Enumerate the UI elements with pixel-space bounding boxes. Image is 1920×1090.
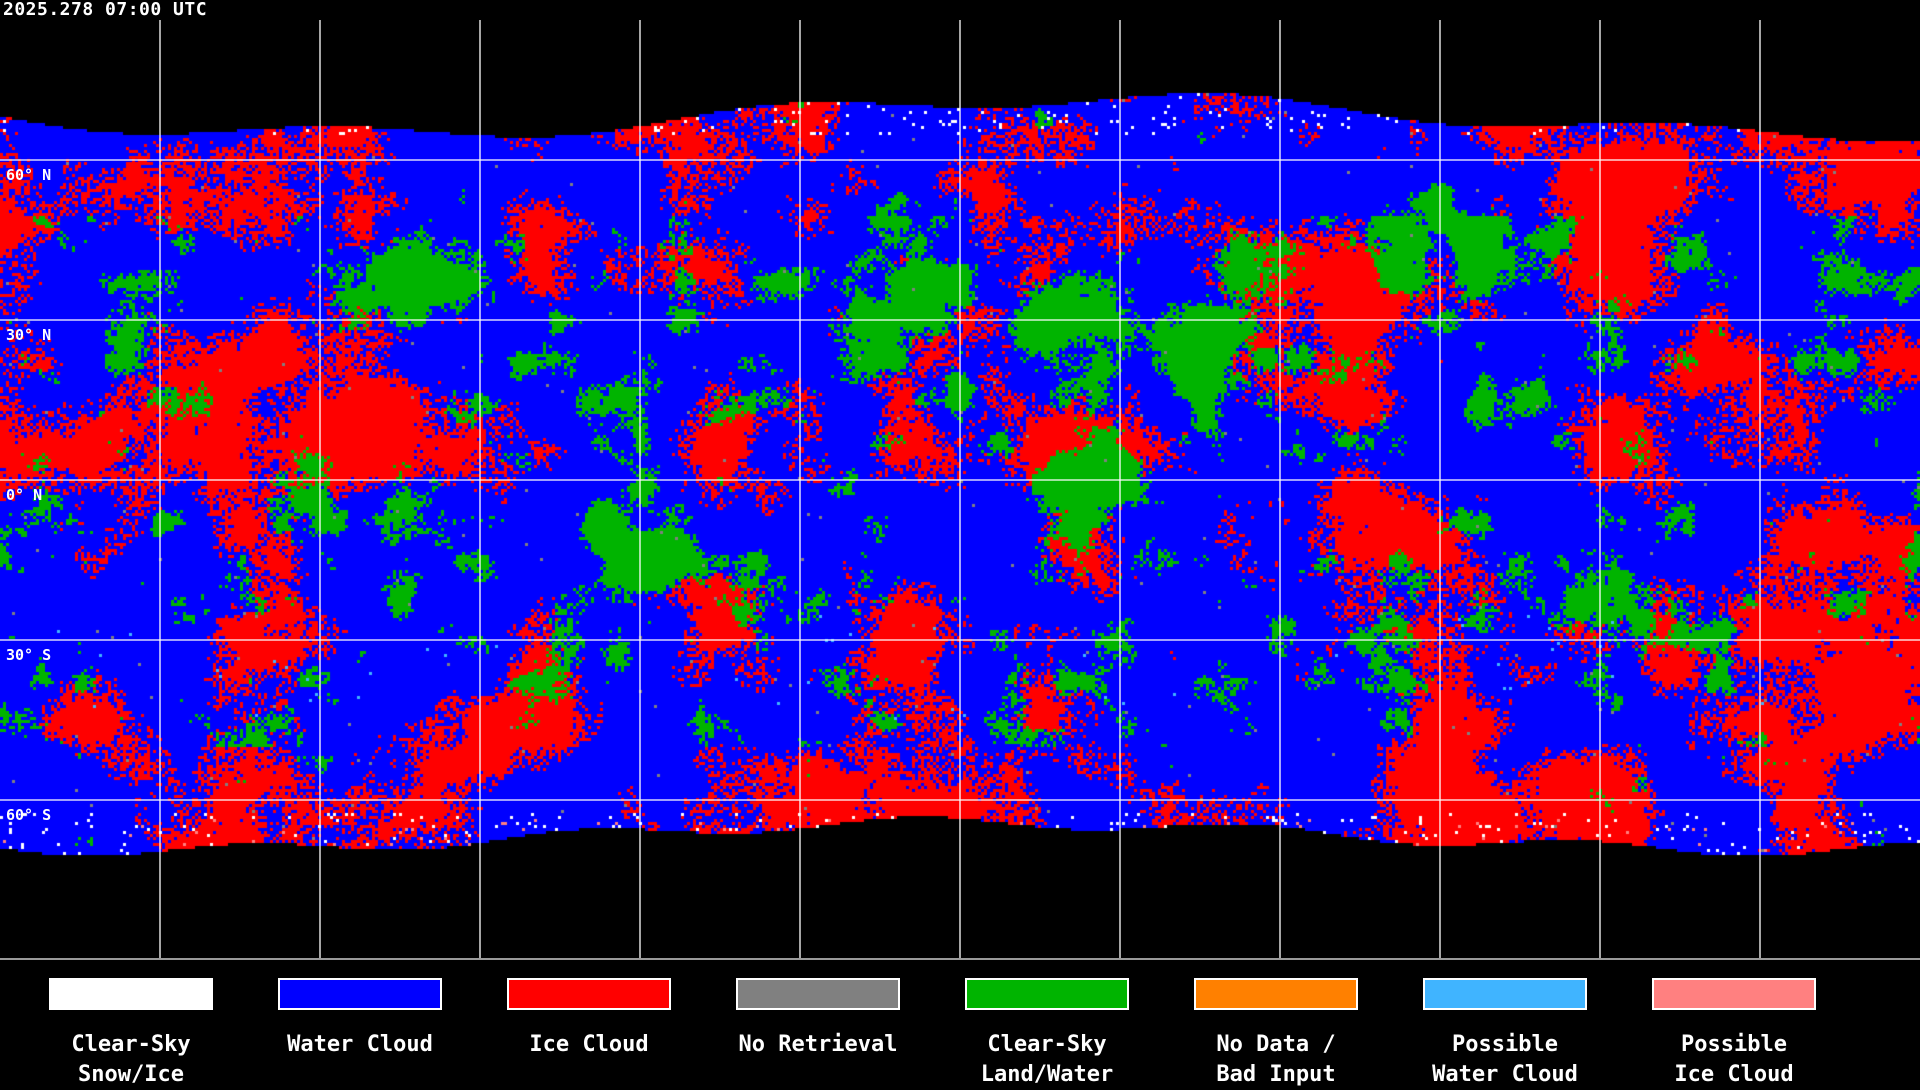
legend-swatch xyxy=(1652,978,1816,1010)
legend-swatch xyxy=(49,978,213,1010)
legend-swatch xyxy=(278,978,442,1010)
lat-lon-grid xyxy=(0,20,1920,958)
legend: Clear-Sky Snow/Ice Water Cloud Ice Cloud… xyxy=(0,960,1920,1087)
legend-label: Ice Cloud xyxy=(529,1032,649,1057)
lat-label-30n: 30° N xyxy=(6,326,52,344)
legend-swatch xyxy=(736,978,900,1010)
lat-label-60s: 60° S xyxy=(6,806,52,824)
lat-label-30s: 30° S xyxy=(6,646,52,664)
legend-label: No Retrieval xyxy=(738,1032,898,1057)
legend-swatch xyxy=(1194,978,1358,1010)
legend-label: No Data / Bad Input xyxy=(1216,1032,1336,1087)
legend-label: Clear-Sky Snow/Ice xyxy=(71,1032,191,1087)
lat-label-60n: 60° N xyxy=(6,166,52,184)
legend-swatch xyxy=(1423,978,1587,1010)
legend-label: Possible Water Cloud xyxy=(1432,1032,1578,1087)
legend-label: Clear-Sky Land/Water xyxy=(980,1032,1114,1087)
cloud-phase-map: 2025.278 07:00 UTC 60° N 30° N 0° N 30° … xyxy=(0,0,1920,960)
legend-label: Possible Ice Cloud xyxy=(1674,1032,1794,1087)
timestamp-title: 2025.278 07:00 UTC xyxy=(3,0,208,20)
legend-swatch xyxy=(965,978,1129,1010)
legend-label: Water Cloud xyxy=(287,1032,433,1057)
lat-label-0n: 0° N xyxy=(6,486,43,504)
legend-swatch xyxy=(507,978,671,1010)
